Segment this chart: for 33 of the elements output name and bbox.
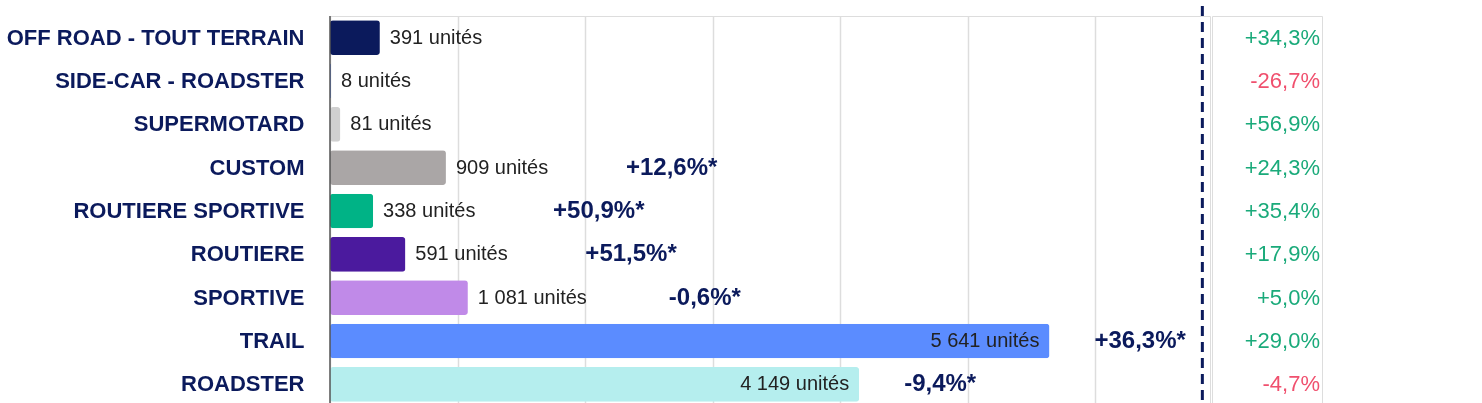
- annotation: +36,3%*: [1094, 326, 1187, 353]
- y-tick-label: ROUTIERE: [190, 241, 305, 267]
- text: +24,3%: [1244, 154, 1320, 180]
- text: +56,9%: [1244, 111, 1320, 137]
- data-label: 909 unités: [455, 155, 549, 178]
- data-label: 1 081 unités: [477, 285, 587, 308]
- text: +35,4%: [1244, 198, 1320, 223]
- y-tick-label: OFF ROAD - TOUT TERRAIN: [6, 24, 305, 50]
- data-label: 591 unités: [415, 242, 508, 265]
- data-label: 338 unités: [383, 199, 476, 221]
- text: -26,7%: [1250, 68, 1320, 93]
- annotation: +51,5%*: [585, 239, 678, 267]
- text: -4,7%: [1262, 371, 1320, 397]
- data-label: 81 unités: [350, 112, 432, 135]
- y-tick-label: CUSTOM: [209, 154, 305, 180]
- annotation: -9,4%*: [904, 369, 977, 397]
- annotation: -0,6%*: [668, 282, 742, 310]
- data-label: 391 unités: [389, 25, 483, 48]
- data-label: 5 641 unités: [930, 329, 1040, 351]
- y-tick-label: SIDE-CAR - ROADSTER: [55, 68, 305, 93]
- text: +34,3%: [1244, 24, 1320, 50]
- data-label: 8 unités: [341, 69, 412, 91]
- y-tick-label: ROADSTER: [181, 371, 305, 397]
- y-tick-label: ROUTIERE SPORTIVE: [73, 198, 305, 223]
- y-tick-label: SUPERMOTARD: [133, 111, 305, 137]
- annotation: +12,6%*: [625, 152, 718, 180]
- text: +17,9%: [1244, 241, 1320, 267]
- annotation: +50,9%*: [553, 196, 646, 223]
- text: +29,0%: [1244, 328, 1320, 353]
- y-tick-label: TRAIL: [239, 328, 305, 353]
- data-label: 4 149 unités: [740, 372, 850, 395]
- y-tick-label: SPORTIVE: [193, 284, 305, 310]
- text: +5,0%: [1257, 284, 1320, 310]
